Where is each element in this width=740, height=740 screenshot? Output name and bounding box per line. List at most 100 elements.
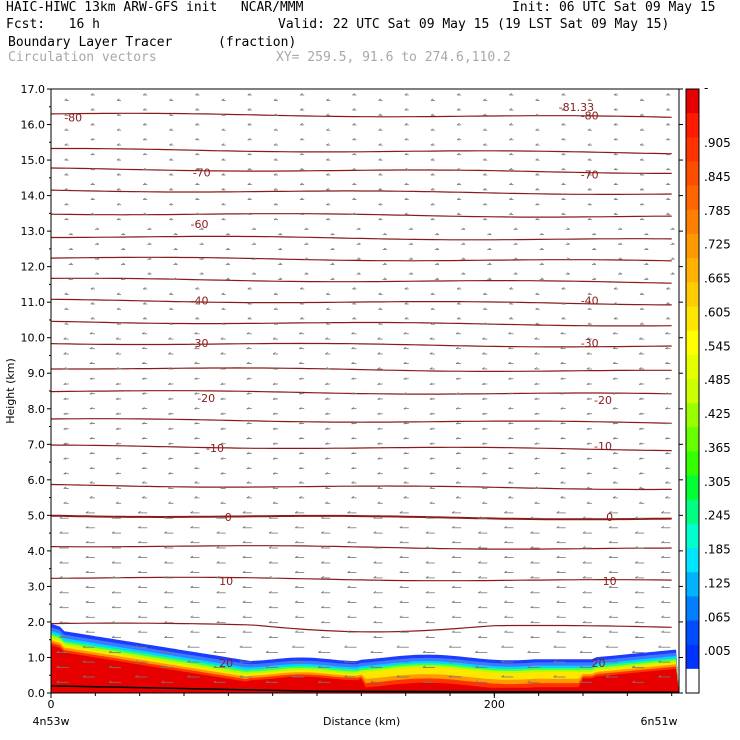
vector-head (190, 570, 194, 573)
vector-head (530, 635, 534, 638)
vector-head (194, 466, 198, 470)
vector-head (326, 98, 330, 101)
forecast-hour: Fcst: 16 h (6, 17, 100, 32)
isotherm-line (51, 167, 672, 174)
vector-head (482, 412, 486, 415)
vector-head (246, 437, 250, 440)
vector-head (483, 128, 487, 131)
x-axis-label: Distance (km) (323, 715, 400, 728)
vector-head (347, 630, 351, 633)
vector-head (357, 257, 361, 260)
vector-head (116, 292, 120, 295)
vector-head (169, 292, 173, 295)
colorbar-swatch (686, 161, 699, 187)
vector-name: Circulation vectors (8, 50, 157, 65)
vector-head (404, 182, 408, 185)
vector-head (429, 501, 433, 504)
vector-head (291, 675, 295, 678)
vector-head (504, 600, 508, 603)
vector-head (331, 262, 335, 265)
vector-head (509, 93, 513, 96)
vector-head (164, 576, 168, 579)
vector-head (298, 377, 302, 380)
vector-head (638, 427, 642, 430)
vector-head (216, 590, 220, 594)
x-left-endpoint: 4n53w (33, 715, 70, 728)
vector-head (273, 113, 277, 116)
vector-head (534, 367, 538, 370)
vector-head (399, 555, 403, 558)
vector-head (373, 620, 377, 624)
vector-head (430, 322, 434, 325)
vector-head (404, 197, 408, 200)
vector-head (190, 540, 194, 544)
vector-head (399, 630, 403, 633)
vector-head (352, 123, 356, 126)
vector-head (273, 158, 277, 161)
vector-head (194, 437, 198, 440)
vector-head (272, 337, 276, 340)
colorbar-swatch (686, 209, 699, 235)
x-tick-label: 200 (484, 698, 505, 711)
vector-head (399, 540, 403, 544)
vector-head (64, 143, 68, 146)
vector-head (194, 481, 198, 484)
vector-head (141, 392, 145, 395)
vector-head (478, 516, 482, 519)
vector-head (64, 307, 68, 310)
vector-head (383, 277, 387, 280)
vector-head (220, 337, 224, 340)
vector-head (587, 217, 591, 221)
vector-head (111, 605, 115, 609)
vector-head (534, 382, 538, 385)
vector-head (509, 197, 513, 200)
vector-head (429, 486, 433, 489)
vector-head (608, 511, 612, 514)
vector-head (666, 197, 670, 200)
vector-head (556, 511, 560, 514)
vector-head (63, 397, 67, 400)
vector-head (455, 466, 459, 470)
vector-head (661, 615, 665, 618)
vector-head (455, 496, 459, 499)
vector-head (90, 302, 94, 305)
vector-head (195, 137, 199, 141)
vector-head (168, 486, 172, 489)
vector-head (638, 397, 642, 400)
vector-head (377, 472, 381, 475)
vector-head (455, 407, 459, 410)
vector-head (456, 152, 460, 156)
vector-head (216, 635, 220, 638)
colorbar-label: .905 (704, 136, 731, 150)
vector-head (582, 590, 586, 594)
vector-head (456, 302, 460, 305)
vector-head (253, 257, 257, 260)
vector-head (587, 128, 591, 131)
vector-head (456, 108, 460, 111)
vector-head (456, 212, 460, 215)
vector-head (220, 427, 224, 430)
vector-head (501, 675, 505, 678)
vector-head (429, 397, 433, 400)
vector-head (174, 247, 178, 250)
vector-head (326, 158, 330, 161)
vector-head (194, 361, 198, 364)
vector-head (325, 382, 329, 385)
colorbar-swatch (686, 233, 699, 259)
vector-head (174, 277, 178, 280)
vector-head (63, 442, 67, 445)
vector-head (298, 422, 302, 425)
vector-head (299, 317, 303, 320)
vector-head (378, 202, 382, 206)
vector-head (298, 481, 302, 484)
vector-head (265, 665, 269, 668)
vector-head (535, 128, 539, 131)
vector-head (403, 466, 407, 470)
vector-head (63, 501, 67, 504)
vector-head (403, 496, 407, 499)
vector-head (377, 367, 381, 370)
vector-head (148, 257, 152, 260)
vector-head (161, 680, 165, 683)
vector-head (612, 361, 616, 364)
vector-head (115, 367, 119, 370)
